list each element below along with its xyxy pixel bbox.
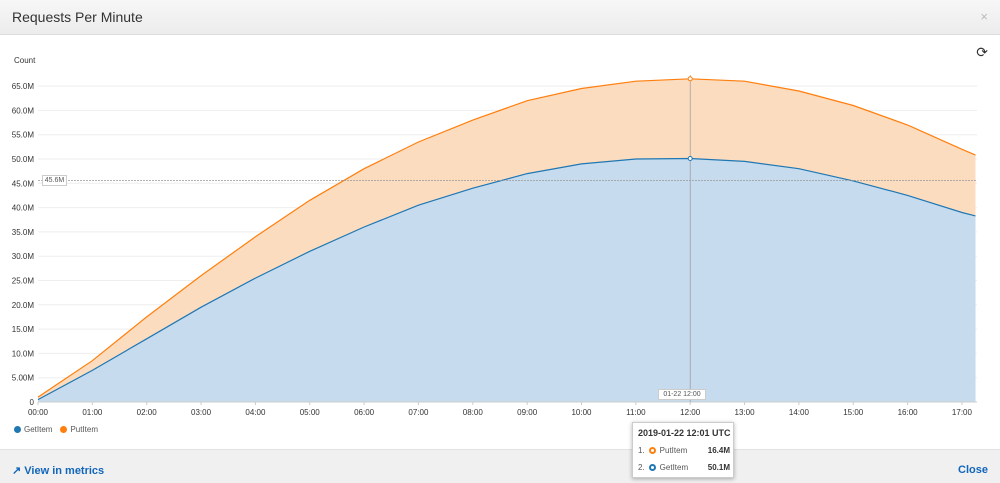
getitem-line xyxy=(37,157,976,401)
row-name: GetItem xyxy=(659,463,689,472)
external-link-icon: ↗ xyxy=(12,465,25,477)
row-index: 1. xyxy=(638,446,645,455)
legend-label: PutItem xyxy=(70,425,99,434)
x-tick-label: 01:00 xyxy=(82,408,103,417)
view-in-metrics-label: View in metrics xyxy=(24,465,105,477)
y-tick-label: 15.0M xyxy=(12,325,35,334)
y-tick-label: 50.0M xyxy=(12,155,35,164)
x-tick-label: 16:00 xyxy=(898,408,919,417)
legend-item-getitem[interactable]: GetItem xyxy=(14,425,52,434)
y-tick-label: 30.0M xyxy=(12,252,35,261)
getitem-swatch-icon xyxy=(14,426,21,433)
putitem-point xyxy=(687,76,693,82)
x-tick-label: 11:00 xyxy=(626,408,646,417)
crosshair-y-label: 45.6M xyxy=(42,175,67,186)
putitem-area xyxy=(38,78,976,400)
crosshair-x-label: 01-22 12:00 xyxy=(658,389,706,400)
y-tick-label: 5.00M xyxy=(12,374,35,383)
y-tick-label: 10.0M xyxy=(12,349,35,358)
y-tick-label: 55.0M xyxy=(12,131,35,140)
close-button[interactable]: Close xyxy=(958,464,988,476)
tooltip-row: 2. GetItem 50.1M xyxy=(638,463,730,472)
x-tick-label: 17:00 xyxy=(952,408,973,417)
getitem-area xyxy=(38,158,976,402)
refresh-icon[interactable]: ⟳ xyxy=(976,44,988,60)
y-tick-label: 0 xyxy=(30,398,35,407)
x-tick-label: 13:00 xyxy=(735,408,756,417)
y-tick-label: 45.0M xyxy=(12,179,35,188)
legend-item-putitem[interactable]: PutItem xyxy=(60,425,98,434)
x-tick-label: 12:00 xyxy=(680,408,701,417)
putitem-line xyxy=(37,78,976,398)
y-tick-label: 35.0M xyxy=(12,228,35,237)
x-tick-label: 08:00 xyxy=(463,408,484,417)
x-tick-label: 07:00 xyxy=(408,408,429,417)
x-tick-label: 03:00 xyxy=(191,408,212,417)
close-icon[interactable]: × xyxy=(980,9,988,24)
row-value: 50.1M xyxy=(707,463,730,472)
x-tick-label: 06:00 xyxy=(354,408,375,417)
x-tick-label: 02:00 xyxy=(137,408,158,417)
row-index: 2. xyxy=(638,463,645,472)
legend: GetItem PutItem xyxy=(14,425,98,434)
x-tick-label: 04:00 xyxy=(245,408,266,417)
getitem-circle-icon xyxy=(648,464,656,471)
getitem-point xyxy=(687,156,693,162)
tooltip: 2019-01-22 12:01 UTC 1. PutItem 16.4M 2. Ge… xyxy=(632,422,734,478)
x-tick-label: 10:00 xyxy=(571,408,592,417)
putitem-swatch-icon xyxy=(60,426,68,433)
modal-title: Requests Per Minute xyxy=(12,9,143,25)
x-tick-label: 05:00 xyxy=(300,408,321,417)
y-tick-label: 20.0M xyxy=(12,301,35,310)
y-tick-label: 40.0M xyxy=(12,204,35,213)
x-tick-label: 09:00 xyxy=(517,408,538,417)
area-chart: Count 0 5.00M 10.0M 15.0M 20.0M 25.0M 30.0M 35.0… xyxy=(12,56,977,417)
y-axis-label: Count xyxy=(14,56,36,65)
x-tick-label: 00:00 xyxy=(28,408,49,417)
tooltip-title: 2019-01-22 12:01 UTC xyxy=(638,428,731,438)
y-tick-label: 25.0M xyxy=(12,277,35,286)
row-name: PutItem xyxy=(659,446,688,455)
putitem-circle-icon xyxy=(648,447,656,454)
y-tick-label: 60.0M xyxy=(12,106,35,115)
legend-label: GetItem xyxy=(24,425,53,434)
x-tick-label: 15:00 xyxy=(843,408,864,417)
row-value: 16.4M xyxy=(707,446,730,455)
view-in-metrics-link[interactable]: ↗ View in metrics xyxy=(12,464,104,477)
y-tick-label: 65.0M xyxy=(12,82,35,91)
tooltip-row: 1. PutItem 16.4M xyxy=(638,446,730,455)
modal-header: Requests Per Minute × xyxy=(0,0,1000,35)
x-tick-label: 14:00 xyxy=(789,408,810,417)
modal-footer: ↗ View in metrics Close xyxy=(0,449,1000,483)
